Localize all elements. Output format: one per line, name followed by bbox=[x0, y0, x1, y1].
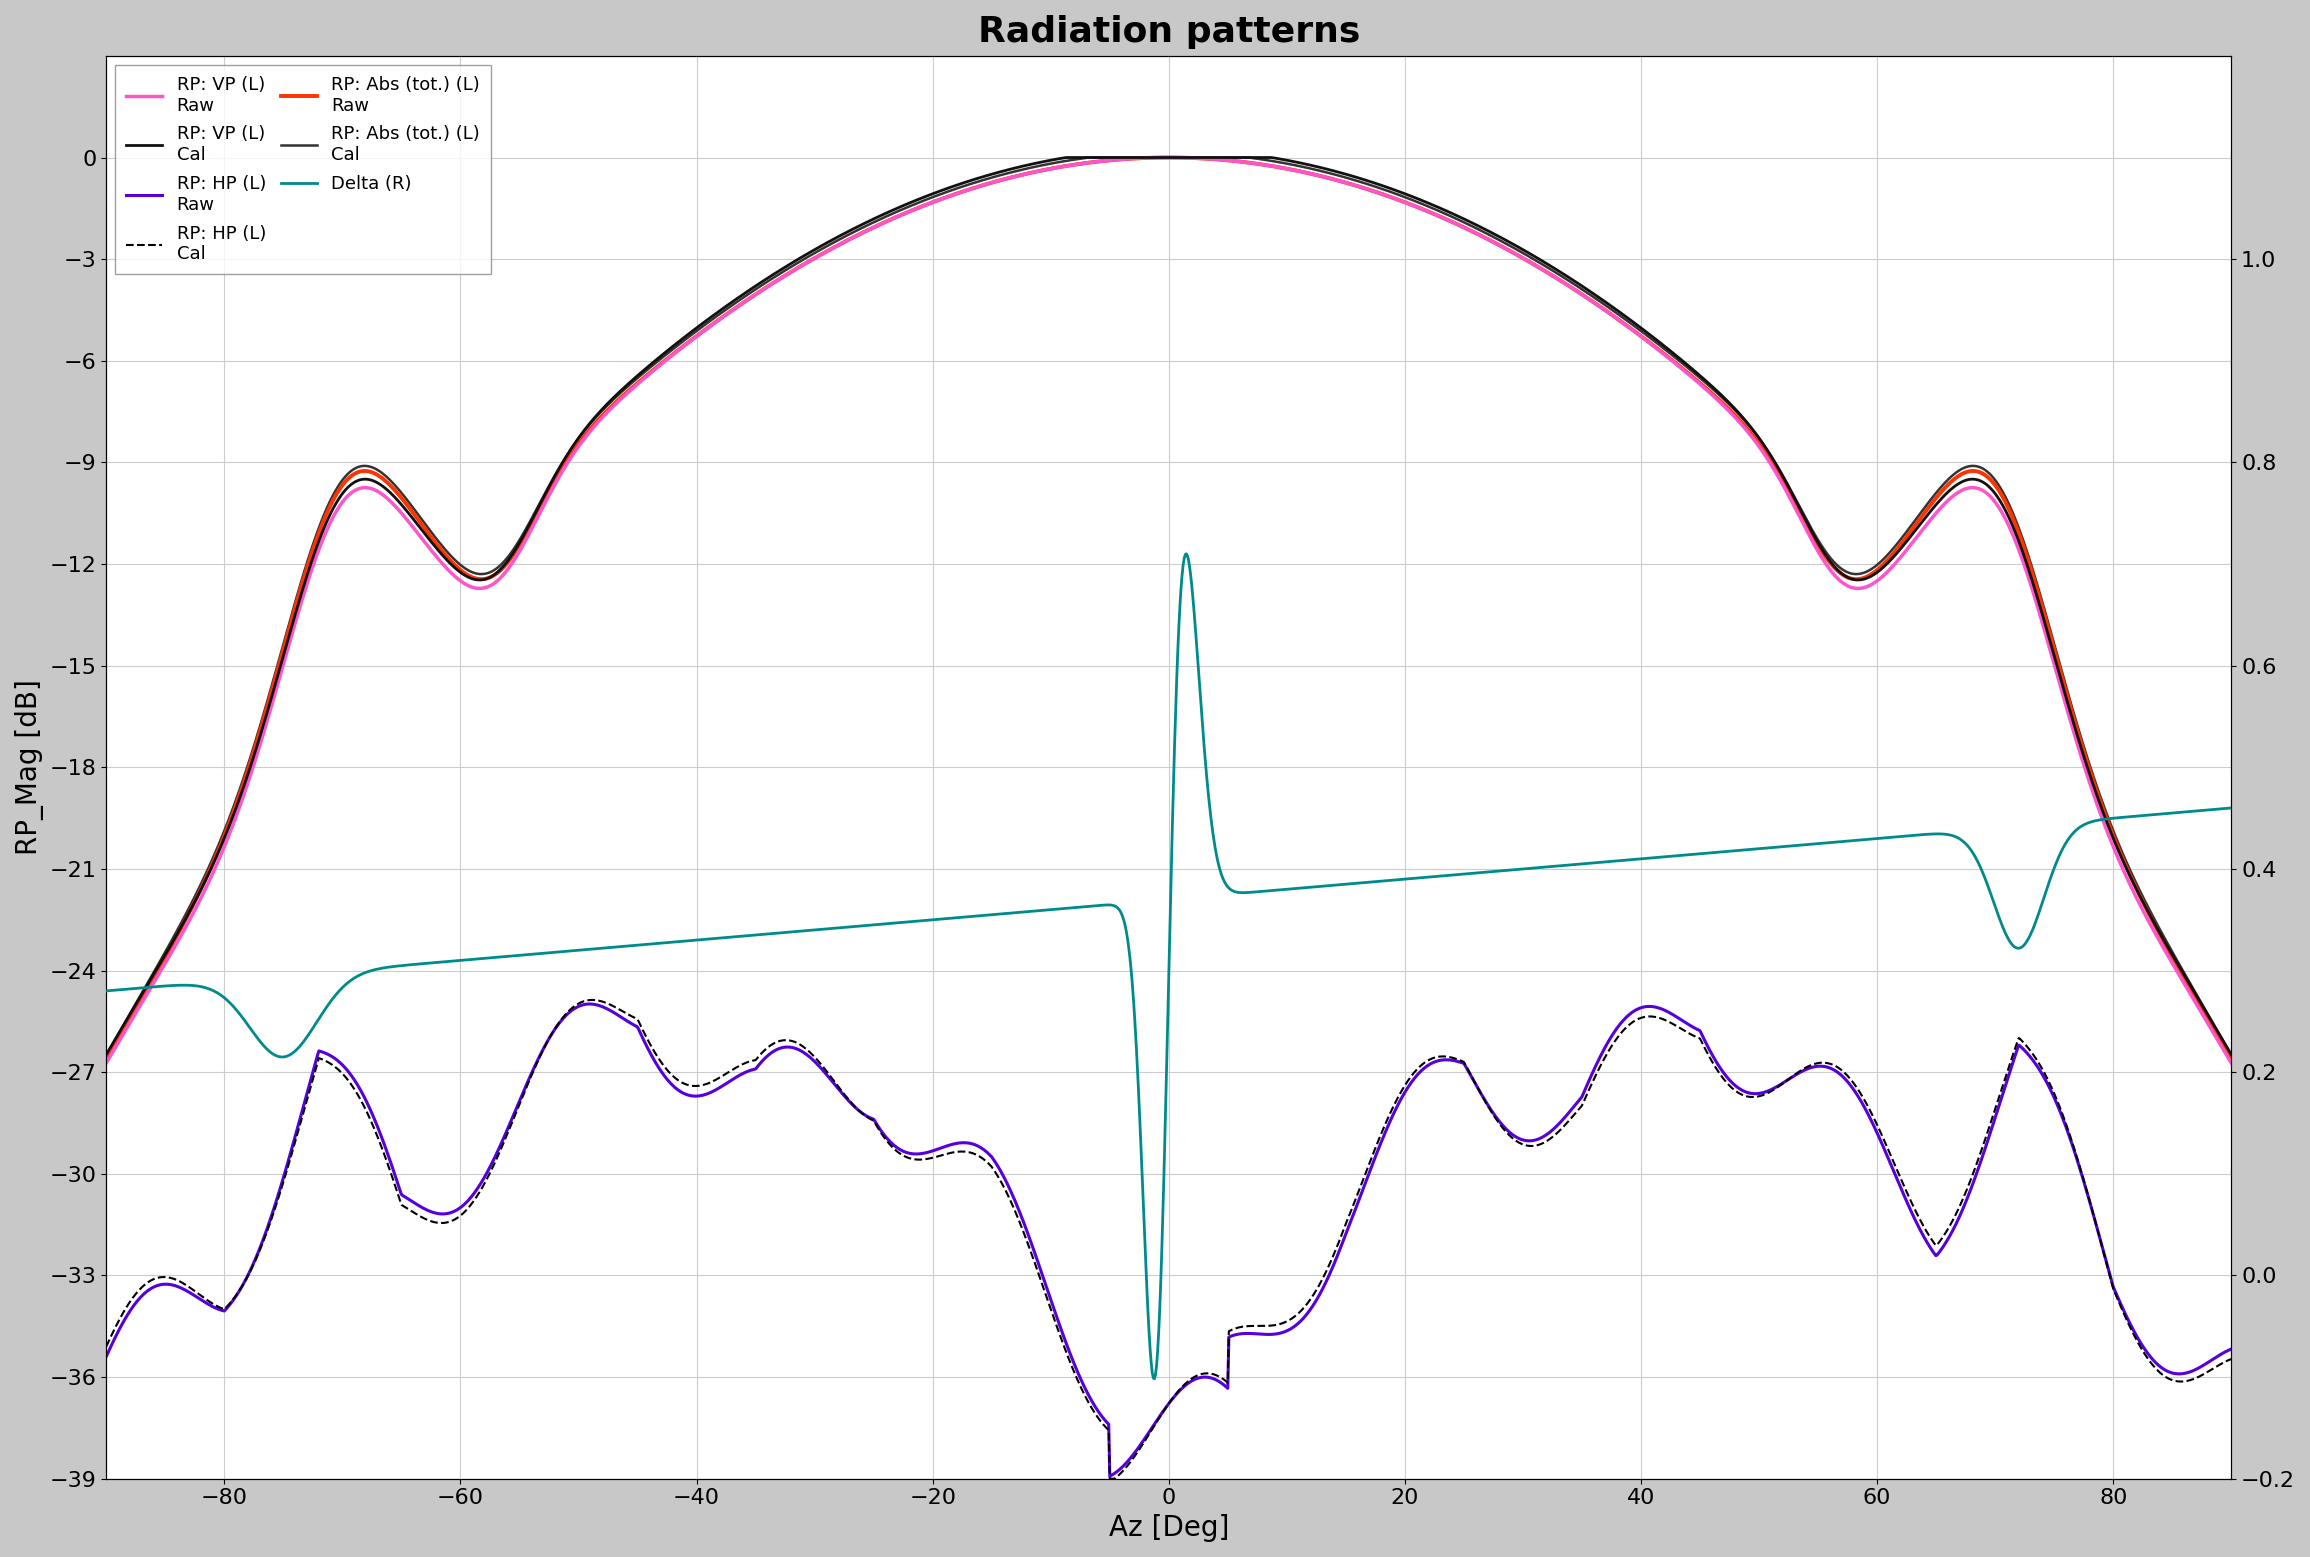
RP: VP (L)
Cal: (-7.16, 0): VP (L) Cal: (-7.16, 0) bbox=[1070, 148, 1097, 167]
RP: VP (L)
Cal: (51.8, -9.29): VP (L) Cal: (51.8, -9.29) bbox=[1767, 462, 1795, 481]
Line: Delta (R): Delta (R) bbox=[106, 554, 2231, 1380]
RP: VP (L)
Cal: (90, -26.5): VP (L) Cal: (90, -26.5) bbox=[2218, 1045, 2245, 1063]
RP: VP (L)
Raw: (-7.25, -0.173): VP (L) Raw: (-7.25, -0.173) bbox=[1070, 154, 1097, 173]
Delta (R) bbox=[2218, 799, 2245, 817]
RP: Abs (tot.) (L)
Cal: (-90, -26.5): Abs (tot.) (L) Cal: (-90, -26.5) bbox=[92, 1046, 120, 1065]
RP: VP (L)
Raw: (0.045, -6.69e-06): VP (L) Raw: (0.045, -6.69e-06) bbox=[1155, 148, 1183, 167]
RP: HP (L)
Cal: (85, -36.1): HP (L) Cal: (85, -36.1) bbox=[2158, 1370, 2185, 1389]
Line: RP: Abs (tot.) (L)
Cal: RP: Abs (tot.) (L) Cal bbox=[106, 157, 2231, 1056]
RP: HP (L)
Raw: (-90, -35.4): HP (L) Raw: (-90, -35.4) bbox=[92, 1347, 120, 1365]
RP: HP (L)
Cal: (-90, -35.1): HP (L) Cal: (-90, -35.1) bbox=[92, 1337, 120, 1356]
RP: HP (L)
Raw: (-49, -25): HP (L) Raw: (-49, -25) bbox=[575, 995, 603, 1014]
RP: Abs (tot.) (L)
Cal: (-2.39, 0): Abs (tot.) (L) Cal: (-2.39, 0) bbox=[1127, 148, 1155, 167]
RP: Abs (tot.) (L)
Raw: (-80.8, -20.7): Abs (tot.) (L) Raw: (-80.8, -20.7) bbox=[201, 850, 229, 869]
RP: VP (L)
Raw: (-80.8, -21): VP (L) Raw: (-80.8, -21) bbox=[201, 859, 229, 878]
RP: Abs (tot.) (L)
Raw: (-7.25, -0.173): Abs (tot.) (L) Raw: (-7.25, -0.173) bbox=[1070, 154, 1097, 173]
RP: VP (L)
Raw: (84.8, -23.6): VP (L) Raw: (84.8, -23.6) bbox=[2155, 950, 2183, 968]
RP: HP (L)
Cal: (90, -35.5): HP (L) Cal: (90, -35.5) bbox=[2218, 1350, 2245, 1369]
RP: HP (L)
Cal: (-2.3, -38): HP (L) Cal: (-2.3, -38) bbox=[1127, 1437, 1155, 1456]
X-axis label: Az [Deg]: Az [Deg] bbox=[1109, 1513, 1229, 1541]
RP: VP (L)
Cal: (-8.69, 0): VP (L) Cal: (-8.69, 0) bbox=[1053, 148, 1081, 167]
RP: Abs (tot.) (L)
Cal: (-7.25, -0.0234): Abs (tot.) (L) Cal: (-7.25, -0.0234) bbox=[1070, 149, 1097, 168]
Delta (R) bbox=[92, 981, 120, 1000]
Title: Radiation patterns: Radiation patterns bbox=[977, 16, 1361, 48]
RP: HP (L)
Cal: (-48.8, -24.9): HP (L) Cal: (-48.8, -24.9) bbox=[578, 990, 605, 1009]
RP: Abs (tot.) (L)
Cal: (84.9, -23.4): Abs (tot.) (L) Cal: (84.9, -23.4) bbox=[2158, 940, 2185, 959]
RP: VP (L)
Raw: (84.9, -23.7): VP (L) Raw: (84.9, -23.7) bbox=[2158, 951, 2185, 970]
RP: HP (L)
Raw: (90, -35.2): HP (L) Raw: (90, -35.2) bbox=[2218, 1339, 2245, 1358]
RP: HP (L)
Raw: (-7.16, -36.3): HP (L) Raw: (-7.16, -36.3) bbox=[1070, 1378, 1097, 1397]
RP: VP (L)
Cal: (84.8, -23.4): VP (L) Cal: (84.8, -23.4) bbox=[2155, 940, 2183, 959]
RP: Abs (tot.) (L)
Raw: (-2.48, -0.0202): Abs (tot.) (L) Raw: (-2.48, -0.0202) bbox=[1125, 149, 1153, 168]
RP: Abs (tot.) (L)
Cal: (-6.71, 0): Abs (tot.) (L) Cal: (-6.71, 0) bbox=[1076, 148, 1104, 167]
Delta (R) bbox=[1173, 545, 1201, 564]
RP: HP (L)
Cal: (51.9, -27.4): HP (L) Cal: (51.9, -27.4) bbox=[1767, 1074, 1795, 1093]
RP: HP (L)
Raw: (-2.3, -37.9): HP (L) Raw: (-2.3, -37.9) bbox=[1127, 1434, 1155, 1453]
RP: Abs (tot.) (L)
Raw: (84.9, -23.5): Abs (tot.) (L) Raw: (84.9, -23.5) bbox=[2158, 945, 2185, 964]
RP: HP (L)
Raw: (51.9, -27.3): HP (L) Raw: (51.9, -27.3) bbox=[1767, 1074, 1795, 1093]
RP: HP (L)
Raw: (85, -35.9): HP (L) Raw: (85, -35.9) bbox=[2158, 1364, 2185, 1383]
Delta (R) bbox=[2158, 803, 2185, 822]
RP: Abs (tot.) (L)
Raw: (51.8, -9.42): Abs (tot.) (L) Raw: (51.8, -9.42) bbox=[1767, 467, 1795, 486]
RP: HP (L)
Cal: (84.9, -36.1): HP (L) Cal: (84.9, -36.1) bbox=[2158, 1370, 2185, 1389]
RP: Abs (tot.) (L)
Cal: (-80.8, -20.6): Abs (tot.) (L) Cal: (-80.8, -20.6) bbox=[201, 844, 229, 863]
RP: VP (L)
Raw: (51.8, -9.54): VP (L) Raw: (51.8, -9.54) bbox=[1767, 472, 1795, 490]
Delta (R) bbox=[201, 982, 229, 1001]
Delta (R) bbox=[1141, 1370, 1169, 1389]
RP: HP (L)
Cal: (-7.16, -36.5): HP (L) Cal: (-7.16, -36.5) bbox=[1070, 1386, 1097, 1404]
Delta (R) bbox=[1125, 1104, 1153, 1123]
RP: VP (L)
Cal: (-80.8, -20.8): VP (L) Cal: (-80.8, -20.8) bbox=[201, 852, 229, 870]
Line: RP: Abs (tot.) (L)
Raw: RP: Abs (tot.) (L) Raw bbox=[106, 157, 2231, 1060]
Delta (R) bbox=[2158, 803, 2185, 822]
RP: HP (L)
Cal: (-80.8, -33.9): HP (L) Cal: (-80.8, -33.9) bbox=[201, 1295, 229, 1314]
RP: Abs (tot.) (L)
Cal: (84.8, -23.3): Abs (tot.) (L) Cal: (84.8, -23.3) bbox=[2155, 937, 2183, 956]
RP: Abs (tot.) (L)
Raw: (0.045, -6.69e-06): Abs (tot.) (L) Raw: (0.045, -6.69e-06) bbox=[1155, 148, 1183, 167]
RP: VP (L)
Cal: (84.9, -23.5): VP (L) Cal: (84.9, -23.5) bbox=[2158, 942, 2185, 961]
RP: HP (L)
Raw: (-5, -38.9): HP (L) Raw: (-5, -38.9) bbox=[1095, 1467, 1123, 1485]
Delta (R) bbox=[1070, 897, 1097, 916]
Legend: RP: VP (L)
Raw, RP: VP (L)
Cal, RP: HP (L)
Raw, RP: HP (L)
Cal, RP: Abs (tot.) (: RP: VP (L) Raw, RP: VP (L) Cal, RP: HP (… bbox=[116, 65, 490, 274]
RP: Abs (tot.) (L)
Cal: (90, -26.5): Abs (tot.) (L) Cal: (90, -26.5) bbox=[2218, 1046, 2245, 1065]
Line: RP: HP (L)
Cal: RP: HP (L) Cal bbox=[106, 1000, 2231, 1479]
Line: RP: VP (L)
Raw: RP: VP (L) Raw bbox=[106, 157, 2231, 1063]
RP: Abs (tot.) (L)
Raw: (90, -26.6): Abs (tot.) (L) Raw: (90, -26.6) bbox=[2218, 1051, 2245, 1070]
RP: VP (L)
Cal: (-2.39, 0): VP (L) Cal: (-2.39, 0) bbox=[1127, 148, 1155, 167]
RP: Abs (tot.) (L)
Cal: (51.8, -9.27): Abs (tot.) (L) Cal: (51.8, -9.27) bbox=[1767, 462, 1795, 481]
Y-axis label: RP_Mag [dB]: RP_Mag [dB] bbox=[14, 679, 44, 855]
RP: Abs (tot.) (L)
Raw: (-90, -26.6): Abs (tot.) (L) Raw: (-90, -26.6) bbox=[92, 1051, 120, 1070]
Line: RP: VP (L)
Cal: RP: VP (L) Cal bbox=[106, 157, 2231, 1054]
RP: VP (L)
Cal: (-90, -26.5): VP (L) Cal: (-90, -26.5) bbox=[92, 1045, 120, 1063]
RP: VP (L)
Raw: (-90, -26.7): VP (L) Raw: (-90, -26.7) bbox=[92, 1054, 120, 1073]
RP: HP (L)
Raw: (84.9, -35.9): HP (L) Raw: (84.9, -35.9) bbox=[2158, 1364, 2185, 1383]
RP: Abs (tot.) (L)
Raw: (84.8, -23.5): Abs (tot.) (L) Raw: (84.8, -23.5) bbox=[2155, 944, 2183, 962]
RP: VP (L)
Raw: (-2.48, -0.0202): VP (L) Raw: (-2.48, -0.0202) bbox=[1125, 149, 1153, 168]
RP: HP (L)
Raw: (-80.8, -33.9): HP (L) Raw: (-80.8, -33.9) bbox=[201, 1299, 229, 1317]
RP: HP (L)
Cal: (-5, -39): HP (L) Cal: (-5, -39) bbox=[1095, 1470, 1123, 1488]
Delta (R) bbox=[1767, 838, 1795, 856]
Line: RP: HP (L)
Raw: RP: HP (L) Raw bbox=[106, 1004, 2231, 1476]
RP: VP (L)
Raw: (90, -26.7): VP (L) Raw: (90, -26.7) bbox=[2218, 1054, 2245, 1073]
